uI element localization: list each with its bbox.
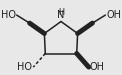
Text: OH: OH [106, 10, 121, 20]
Text: HO: HO [1, 10, 16, 20]
Text: HO: HO [17, 62, 32, 72]
Text: H: H [58, 8, 64, 17]
Text: N: N [57, 10, 65, 20]
Text: OH: OH [90, 62, 105, 72]
